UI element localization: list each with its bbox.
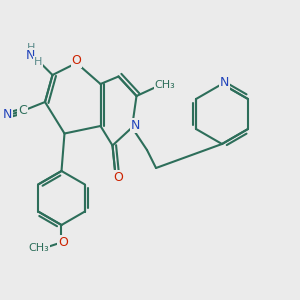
Text: O: O xyxy=(58,236,68,249)
Text: N: N xyxy=(220,76,229,89)
Text: C: C xyxy=(18,104,27,118)
Text: H: H xyxy=(34,56,43,67)
Text: O: O xyxy=(114,171,123,184)
Text: O: O xyxy=(72,54,81,67)
Text: N: N xyxy=(2,107,12,121)
Text: N: N xyxy=(131,118,140,132)
Text: N: N xyxy=(26,49,35,62)
Text: CH₃: CH₃ xyxy=(28,243,49,253)
Text: H: H xyxy=(26,43,35,53)
Text: CH₃: CH₃ xyxy=(154,80,176,90)
